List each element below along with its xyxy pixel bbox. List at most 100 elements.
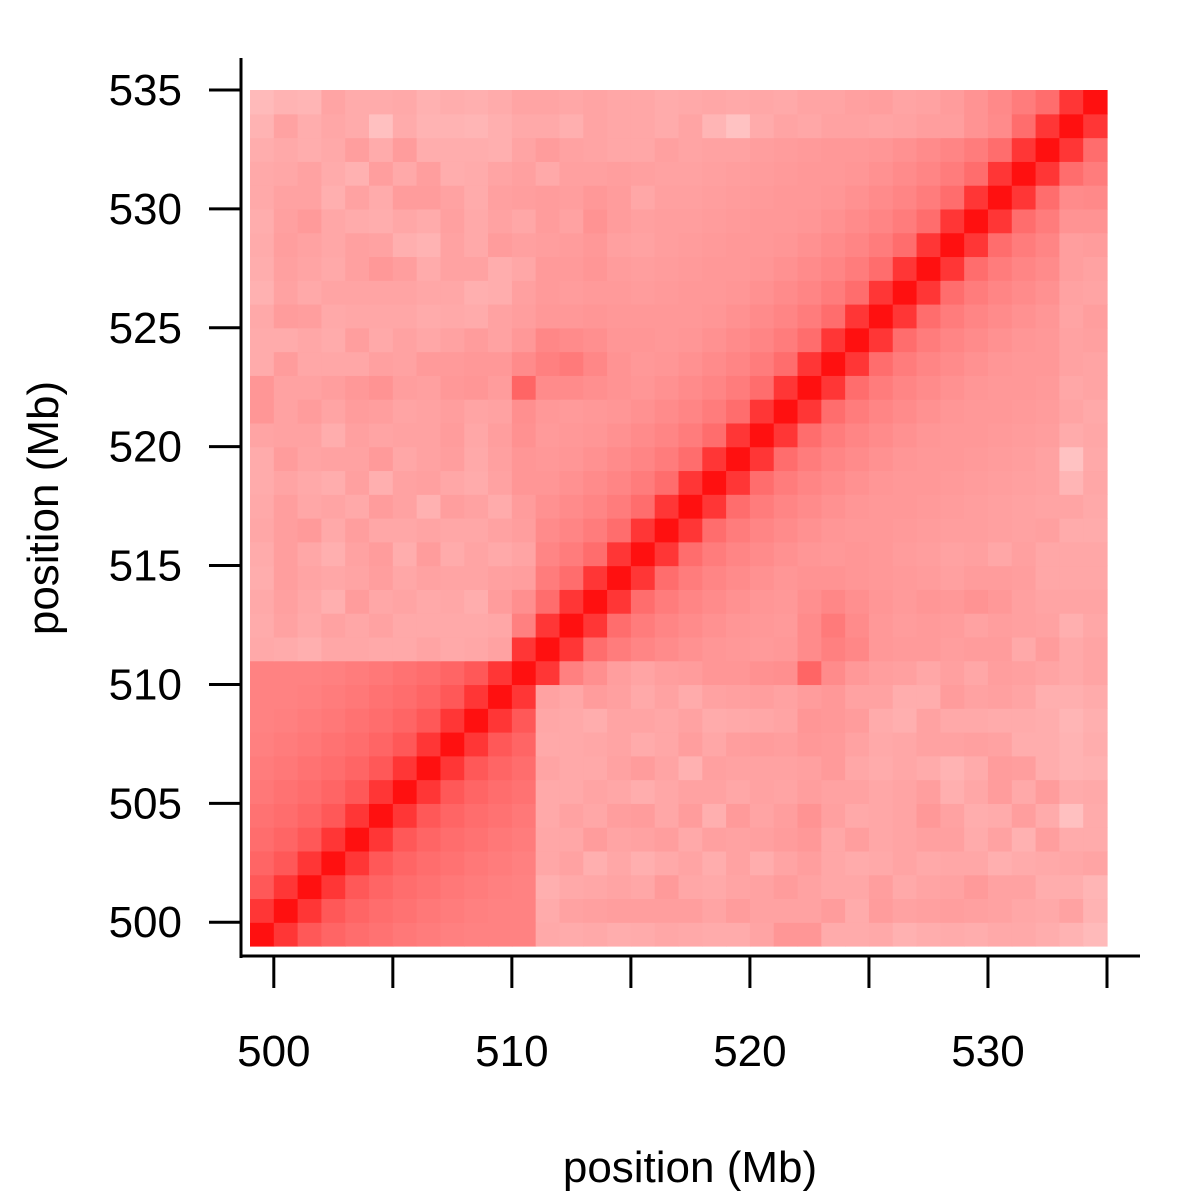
heatmap-cell — [678, 137, 703, 162]
heatmap-cell — [535, 779, 561, 804]
heatmap-cell — [773, 422, 799, 448]
heatmap-cell — [1011, 446, 1037, 472]
heatmap-cell — [273, 803, 299, 828]
heatmap-cell — [749, 256, 775, 281]
heatmap-cell — [440, 827, 465, 852]
heatmap-cell — [321, 660, 346, 686]
heatmap-cell — [1035, 375, 1060, 400]
heatmap-cell — [416, 874, 442, 900]
heatmap-cell — [535, 208, 561, 234]
heatmap-cell — [987, 137, 1013, 162]
heatmap-cell — [464, 470, 489, 495]
heatmap-cell — [940, 113, 965, 139]
heatmap-cell — [892, 541, 918, 567]
heatmap-cell — [607, 351, 632, 376]
heatmap-cell — [987, 470, 1013, 495]
heatmap-cell — [749, 232, 775, 258]
heatmap-cell — [845, 660, 870, 686]
heatmap-cell — [1011, 208, 1037, 234]
heatmap-cell — [369, 541, 394, 567]
heatmap-cell — [1035, 137, 1060, 162]
heatmap-cell — [773, 494, 799, 519]
heatmap-cell — [868, 898, 894, 923]
heatmap-cell — [273, 732, 299, 757]
heatmap-cell — [1059, 850, 1084, 876]
heatmap-cell — [654, 280, 680, 305]
heatmap-cell — [1035, 494, 1060, 519]
heatmap-cell — [488, 613, 513, 638]
heatmap-cell — [440, 256, 465, 281]
heatmap-cell — [845, 732, 870, 757]
heatmap-cell — [250, 422, 275, 448]
heatmap-cell — [392, 470, 418, 495]
heatmap-cell — [987, 422, 1013, 448]
heatmap-cell — [1059, 375, 1084, 400]
heatmap-cell — [273, 898, 299, 923]
heatmap-cell — [964, 684, 989, 709]
heatmap-cell — [559, 494, 584, 519]
heatmap-cell — [749, 898, 775, 923]
heatmap-cell — [1059, 684, 1084, 709]
heatmap-cell — [702, 446, 727, 472]
heatmap-cell — [916, 708, 941, 733]
heatmap-cell — [488, 803, 513, 828]
heatmap-cell — [297, 660, 323, 686]
heatmap-cell — [250, 684, 275, 709]
heatmap-cell — [583, 898, 608, 923]
heatmap-cell — [250, 779, 275, 804]
heatmap-cell — [987, 803, 1013, 828]
heatmap-cell — [702, 827, 727, 852]
heatmap-cell — [607, 232, 632, 258]
heatmap-cell — [416, 684, 442, 709]
heatmap-cell — [678, 565, 703, 590]
heatmap-cell — [749, 422, 775, 448]
heatmap-cell — [1083, 850, 1108, 876]
heatmap-cell — [726, 304, 751, 329]
heatmap-cell — [297, 613, 323, 638]
y-axis: 500 505 510 515 520 525 530 535 — [109, 58, 243, 958]
heatmap-cell — [488, 470, 513, 495]
heatmap-cell — [559, 518, 584, 543]
heatmap-cell — [749, 494, 775, 519]
heatmap-cell — [630, 636, 656, 662]
heatmap-cell — [868, 803, 894, 828]
heatmap-cell — [868, 732, 894, 757]
heatmap-cell — [845, 755, 870, 781]
heatmap-cell — [440, 541, 465, 567]
heatmap-cell — [654, 113, 680, 139]
heatmap-cell — [1011, 684, 1037, 709]
heatmap-cell — [321, 470, 346, 495]
heatmap-cell — [416, 541, 442, 567]
heatmap-cell — [916, 280, 941, 305]
heatmap-cell — [559, 541, 584, 567]
heatmap-cell — [345, 636, 370, 662]
heatmap-cell — [273, 470, 299, 495]
heatmap-cell — [250, 613, 275, 638]
y-tick-label: 505 — [109, 779, 182, 828]
heatmap-cell — [916, 922, 941, 947]
heatmap-cell — [1083, 351, 1108, 376]
heatmap-cell — [464, 518, 489, 543]
heatmap-cell — [868, 399, 894, 424]
heatmap-cell — [416, 803, 442, 828]
heatmap-cell — [726, 161, 751, 186]
heatmap-cell — [892, 636, 918, 662]
heatmap-cell — [940, 613, 965, 638]
y-tick-label: 535 — [109, 66, 182, 115]
heatmap-cell — [678, 161, 703, 186]
heatmap-cell — [369, 304, 394, 329]
heatmap-cell — [488, 256, 513, 281]
heatmap-cell — [369, 827, 394, 852]
heatmap-cell — [416, 280, 442, 305]
heatmap-cell — [392, 161, 418, 186]
heatmap-cell — [535, 541, 561, 567]
heatmap-cell — [250, 351, 275, 376]
heatmap-cell — [868, 185, 894, 210]
heatmap-cell — [940, 636, 965, 662]
heatmap-cell — [987, 327, 1013, 353]
heatmap-cell — [630, 803, 656, 828]
heatmap-cell — [845, 613, 870, 638]
heatmap-cell — [940, 684, 965, 709]
heatmap-cell — [321, 898, 346, 923]
heatmap-cell — [654, 375, 680, 400]
